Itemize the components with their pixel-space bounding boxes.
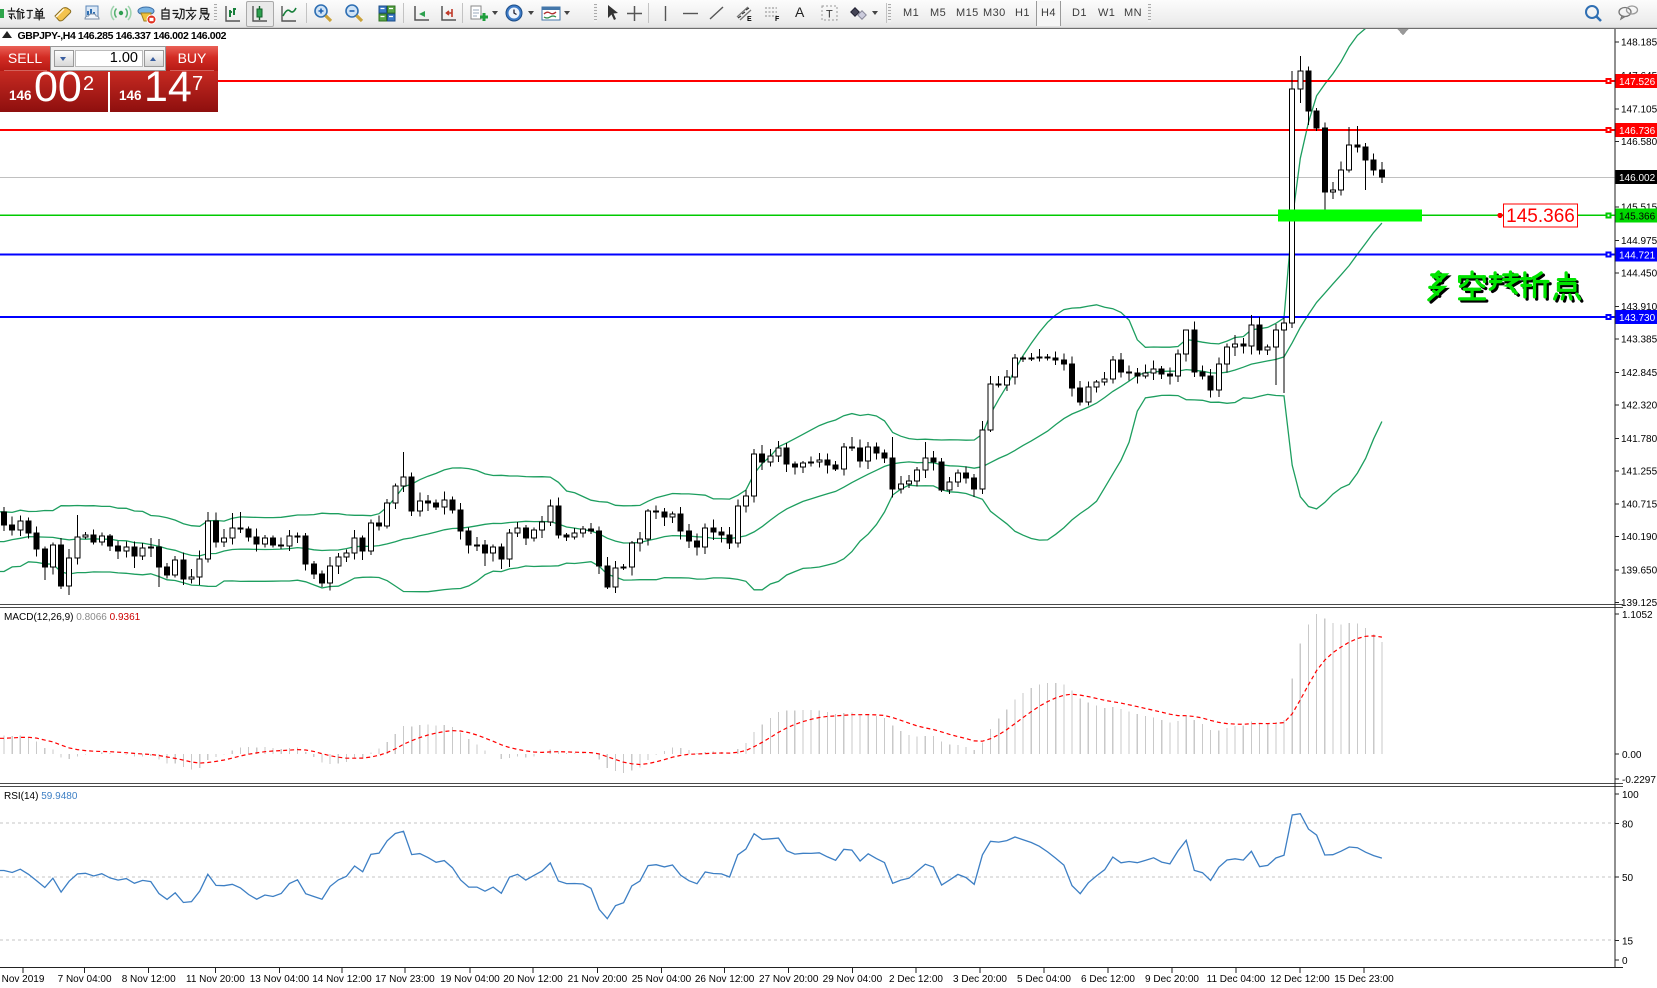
svg-text:11 Nov 20:00: 11 Nov 20:00 (186, 974, 245, 985)
svg-text:19 Nov 04:00: 19 Nov 04:00 (440, 974, 500, 985)
svg-text:143.385: 143.385 (1621, 335, 1657, 346)
svg-text:11 Dec 04:00: 11 Dec 04:00 (1207, 974, 1266, 985)
svg-text:147.526: 147.526 (1619, 77, 1656, 88)
svg-text:MACD(12,26,9) 0.8066 0.9361: MACD(12,26,9) 0.8066 0.9361 (4, 612, 141, 623)
svg-text:141.780: 141.780 (1621, 434, 1657, 445)
svg-text:1.1052: 1.1052 (1622, 610, 1653, 621)
svg-text:T: T (826, 9, 833, 21)
svg-text:141.255: 141.255 (1621, 466, 1657, 477)
svg-text:142.845: 142.845 (1621, 368, 1657, 379)
svg-text:9 Dec 20:00: 9 Dec 20:00 (1145, 974, 1199, 985)
svg-text:144.975: 144.975 (1621, 236, 1657, 247)
svg-text:145.366: 145.366 (1506, 206, 1575, 227)
svg-text:17 Nov 23:00: 17 Nov 23:00 (375, 974, 435, 985)
svg-text:144.450: 144.450 (1621, 269, 1657, 280)
svg-text:25 Nov 04:00: 25 Nov 04:00 (632, 974, 692, 985)
svg-text:146.736: 146.736 (1619, 126, 1656, 137)
svg-text:146.580: 146.580 (1621, 137, 1657, 148)
svg-text:E: E (747, 16, 752, 23)
svg-text:50: 50 (1622, 873, 1634, 884)
svg-text:6 Dec 12:00: 6 Dec 12:00 (1081, 974, 1135, 985)
svg-text:145.366: 145.366 (1619, 211, 1656, 222)
svg-text:F: F (775, 16, 780, 23)
svg-text:139.125: 139.125 (1621, 598, 1657, 609)
svg-text:20 Nov 12:00: 20 Nov 12:00 (503, 974, 563, 985)
svg-text:143.730: 143.730 (1619, 313, 1656, 324)
svg-text:148.185: 148.185 (1621, 38, 1657, 49)
svg-text:15 Dec 23:00: 15 Dec 23:00 (1334, 974, 1394, 985)
svg-text:8 Nov 12:00: 8 Nov 12:00 (122, 974, 176, 985)
svg-text:3 Dec 20:00: 3 Dec 20:00 (953, 974, 1007, 985)
svg-text:5 Dec 04:00: 5 Dec 04:00 (1017, 974, 1071, 985)
svg-text:144.721: 144.721 (1619, 250, 1656, 261)
svg-text:140.190: 140.190 (1621, 532, 1657, 543)
svg-text:100: 100 (1622, 790, 1639, 801)
svg-text:21 Nov 20:00: 21 Nov 20:00 (568, 974, 628, 985)
svg-text:12 Dec 12:00: 12 Dec 12:00 (1270, 974, 1330, 985)
svg-text:147.105: 147.105 (1621, 104, 1657, 115)
svg-text:143.910: 143.910 (1621, 302, 1657, 313)
svg-text:2 Dec 12:00: 2 Dec 12:00 (889, 974, 943, 985)
svg-text:29 Nov 04:00: 29 Nov 04:00 (823, 974, 883, 985)
svg-text:0: 0 (1622, 956, 1628, 967)
svg-text:80: 80 (1622, 820, 1634, 831)
svg-text:13 Nov 04:00: 13 Nov 04:00 (250, 974, 310, 985)
svg-text:-0.2297: -0.2297 (1622, 775, 1656, 786)
svg-text:146.002: 146.002 (1619, 173, 1656, 184)
svg-text:139.650: 139.650 (1621, 566, 1657, 577)
svg-text:26 Nov 12:00: 26 Nov 12:00 (695, 974, 755, 985)
svg-text:7 Nov 04:00: 7 Nov 04:00 (58, 974, 112, 985)
svg-text:27 Nov 20:00: 27 Nov 20:00 (759, 974, 819, 985)
svg-text:15: 15 (1622, 937, 1634, 948)
svg-text:0.00: 0.00 (1622, 750, 1642, 761)
svg-text:14 Nov 12:00: 14 Nov 12:00 (312, 974, 372, 985)
svg-text:140.715: 140.715 (1621, 500, 1657, 511)
svg-text:Nov 2019: Nov 2019 (2, 974, 45, 985)
svg-text:RSI(14) 59.9480: RSI(14) 59.9480 (4, 791, 78, 802)
svg-text:142.320: 142.320 (1621, 400, 1657, 411)
svg-text:145.515: 145.515 (1621, 203, 1657, 214)
